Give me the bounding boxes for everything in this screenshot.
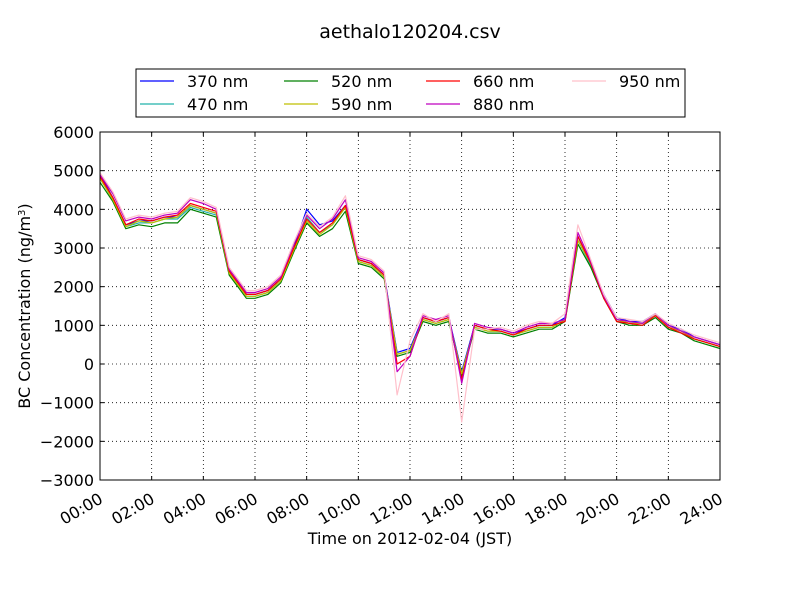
legend-label: 470 nm [187,95,248,114]
y-tick-label: 4000 [53,200,94,219]
x-tick-label: 12:00 [367,489,416,529]
x-tick-label: 24:00 [677,489,726,529]
x-tick-label: 02:00 [108,489,157,529]
y-tick-label: −3000 [40,471,94,490]
chart-title: aethalo120204.csv [319,21,501,43]
y-tick-label: 2000 [53,278,94,297]
x-tick-label: 22:00 [625,489,674,529]
y-tick-label: 0 [84,355,94,374]
series-line-520-nm [99,181,721,377]
y-tick-label: 1000 [53,316,94,335]
legend-box [135,68,686,118]
x-tick-label: 04:00 [160,489,209,529]
y-axis-label: BC Concentration (ng/m3) [15,203,34,408]
legend-label: 880 nm [473,95,534,114]
y-tick-label: 3000 [53,239,94,258]
y-tick-label: 5000 [53,162,94,181]
x-tick-label: 18:00 [522,489,571,529]
x-tick-label: 14:00 [418,489,467,529]
x-tick-label: 00:00 [57,489,106,529]
x-tick-label: 20:00 [573,489,622,529]
series-line-880-nm [99,174,721,384]
legend-label: 660 nm [473,72,534,91]
y-tick-label: −1000 [40,394,94,413]
x-tick-label: 08:00 [263,489,312,529]
legend-label: 370 nm [187,72,248,91]
legend-label: 520 nm [331,72,392,91]
series-line-950-nm [99,172,721,423]
x-tick-label: 16:00 [470,489,519,529]
y-tick-label: −2000 [40,432,94,451]
y-tick-label: 6000 [53,123,94,142]
legend-label: 590 nm [331,95,392,114]
x-tick-label: 06:00 [212,489,261,529]
x-tick-label: 10:00 [315,489,364,529]
chart-grid [100,132,720,480]
chart-legend: 370 nm 470 nm 520 nm 590 nm 660 nm 880 nm 950 … [135,68,686,118]
x-axis-label: Time on 2012-02-04 (JST) [307,529,512,548]
y-axis-label-superscript: 3 [17,210,28,216]
series-line-660-nm [99,176,721,381]
chart-series [99,172,721,423]
y-axis-label-end: ) [15,203,34,209]
chart-ticks: 00:00 02:00 04:00 06:00 08:00 10:00 12:00 14:00… [40,123,726,529]
legend-label: 950 nm [619,72,680,91]
